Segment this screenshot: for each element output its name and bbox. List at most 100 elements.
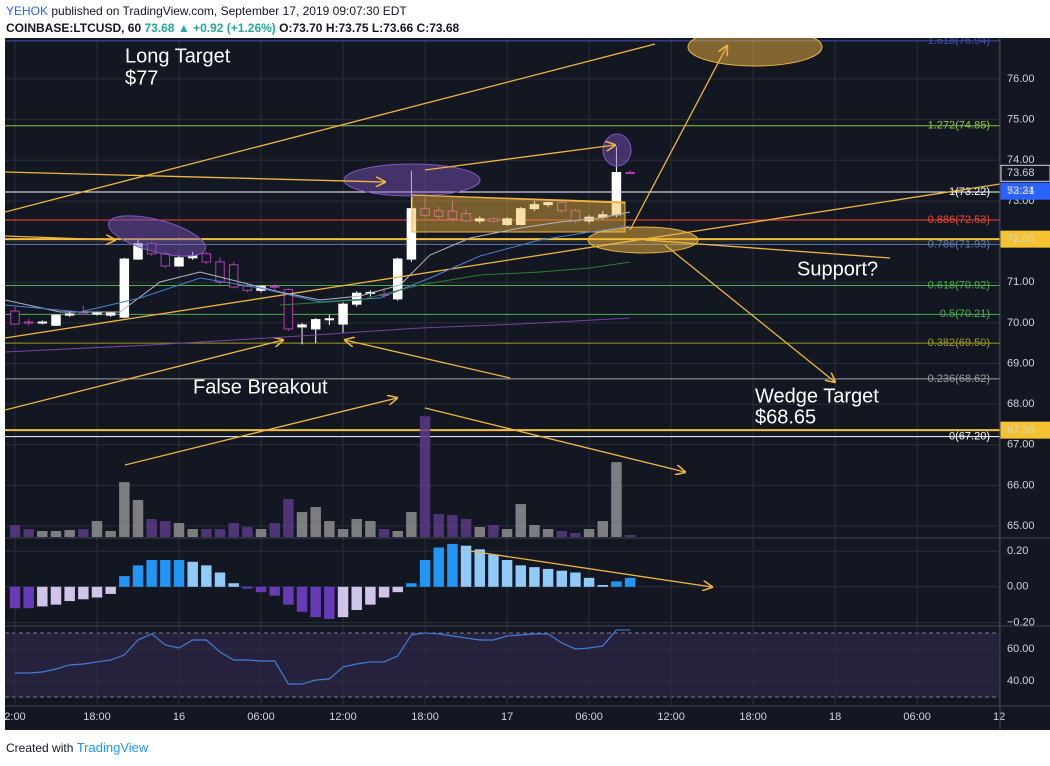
volume-bar bbox=[378, 529, 390, 537]
countdown: 52:31 bbox=[1007, 185, 1035, 197]
volume-bar bbox=[23, 529, 34, 537]
macd-bar bbox=[406, 583, 417, 587]
volume-bar bbox=[173, 523, 185, 537]
volume-bar bbox=[255, 529, 267, 537]
rsi-band bbox=[5, 632, 1000, 697]
volume-bar bbox=[447, 515, 458, 537]
price-tag bbox=[1000, 182, 1050, 200]
candle-body bbox=[92, 312, 102, 315]
volume-bar bbox=[365, 521, 376, 537]
candle-body bbox=[543, 202, 553, 206]
volume-bar bbox=[324, 521, 335, 537]
volume-bar bbox=[296, 512, 308, 537]
fib-label: 0(67.20) bbox=[949, 431, 990, 443]
highlight bbox=[108, 215, 206, 257]
highlight bbox=[602, 133, 632, 167]
volume-bar bbox=[310, 507, 321, 537]
arrow bbox=[345, 340, 511, 379]
macd-bar bbox=[542, 568, 554, 587]
price: 73.68 bbox=[144, 21, 174, 35]
x-tick-label: 17 bbox=[501, 711, 513, 723]
ma-line bbox=[5, 211, 631, 313]
candle-body bbox=[160, 253, 171, 267]
volume-bar bbox=[201, 529, 212, 537]
annotation: False Breakout bbox=[193, 376, 328, 398]
macd-bar bbox=[91, 586, 103, 598]
candle-body bbox=[201, 253, 212, 263]
rsi-tick-label: 40.00 bbox=[1007, 675, 1035, 687]
annotations: Long Target $77 Support? False Breakout … bbox=[125, 45, 879, 428]
x-tick-label: 06:00 bbox=[247, 711, 275, 723]
y-tick-label: 69.00 bbox=[1007, 357, 1035, 369]
volume-bar bbox=[132, 500, 144, 537]
macd-bar bbox=[583, 577, 595, 587]
y-tick-label: 74.00 bbox=[1007, 154, 1035, 166]
macd-bar bbox=[378, 586, 390, 598]
trendline bbox=[644, 239, 891, 259]
volume-bar bbox=[242, 527, 253, 537]
arrow bbox=[424, 407, 685, 472]
drawings bbox=[5, 38, 1000, 587]
candle-body bbox=[269, 285, 280, 288]
price-tag bbox=[1000, 421, 1050, 439]
volume-bar bbox=[515, 504, 526, 537]
brand: TradingView bbox=[77, 740, 149, 755]
y-tick-label: 65.00 bbox=[1007, 520, 1035, 532]
candle-body bbox=[502, 218, 512, 226]
wedge-zone bbox=[411, 194, 626, 233]
fib-label: 0.5(70.21) bbox=[940, 308, 990, 320]
x-tick-label: 18 bbox=[829, 711, 841, 723]
annotation: $77 bbox=[125, 67, 158, 89]
x-tick-label: 12:00 bbox=[657, 711, 685, 723]
annotation: Long Target bbox=[125, 45, 231, 67]
x-tick-label: 12 bbox=[993, 711, 1005, 723]
x-tick-label: 18:00 bbox=[411, 711, 439, 723]
candle-body bbox=[351, 292, 362, 305]
macd-tick-label: −0.20 bbox=[1007, 616, 1035, 628]
macd-bar bbox=[419, 560, 431, 587]
price-tag-label: 73.24 bbox=[1007, 185, 1035, 197]
candle-body bbox=[228, 264, 239, 288]
volume-bar bbox=[392, 531, 403, 537]
arrow bbox=[5, 340, 283, 411]
rsi-line bbox=[14, 629, 631, 685]
volume-bar bbox=[146, 519, 157, 537]
candle-body bbox=[215, 261, 225, 283]
x-tick-label: 2:00 bbox=[4, 711, 25, 723]
candle-body bbox=[338, 303, 348, 325]
candle-body bbox=[10, 310, 20, 325]
macd-bar bbox=[173, 560, 185, 587]
highlight bbox=[343, 163, 481, 197]
y-tick-label: 76.00 bbox=[1007, 73, 1035, 85]
arrow bbox=[5, 171, 385, 182]
macd-bar bbox=[160, 560, 171, 587]
candle-body bbox=[174, 257, 184, 267]
volume-bar bbox=[9, 525, 21, 537]
arrow bbox=[664, 244, 835, 382]
candle-body bbox=[433, 210, 444, 217]
volume-bar bbox=[406, 512, 417, 537]
fib-label: 0.236(68.62) bbox=[928, 373, 990, 385]
volume-bar bbox=[50, 531, 62, 537]
annotation: Support? bbox=[797, 258, 878, 280]
fib-label: 0.618(70.92) bbox=[928, 279, 990, 291]
volume-bar bbox=[187, 529, 198, 537]
macd-bar bbox=[337, 586, 349, 618]
arrow bbox=[469, 550, 712, 587]
y-tick-label: 71.00 bbox=[1007, 276, 1035, 288]
volume-bar bbox=[105, 531, 116, 537]
published: published on TradingView.com, September … bbox=[51, 4, 407, 18]
macd-tick-label: 0.20 bbox=[1007, 545, 1028, 557]
volume-bar bbox=[570, 533, 581, 537]
macd-bar bbox=[488, 554, 499, 587]
plot-layer: 1.618(76.94) 1.272(74.85) 1(73.22) 0.886(72… bbox=[5, 38, 1000, 705]
candle-body bbox=[447, 210, 458, 220]
arrow bbox=[424, 145, 615, 171]
candle-body bbox=[529, 204, 540, 210]
macd-bar bbox=[392, 586, 403, 593]
macd-bar bbox=[570, 572, 581, 587]
fib-label: 0.786(71.93) bbox=[928, 238, 990, 250]
volume-bar bbox=[419, 416, 431, 537]
candle-body bbox=[420, 208, 430, 216]
annotation: Wedge Target bbox=[755, 385, 879, 407]
